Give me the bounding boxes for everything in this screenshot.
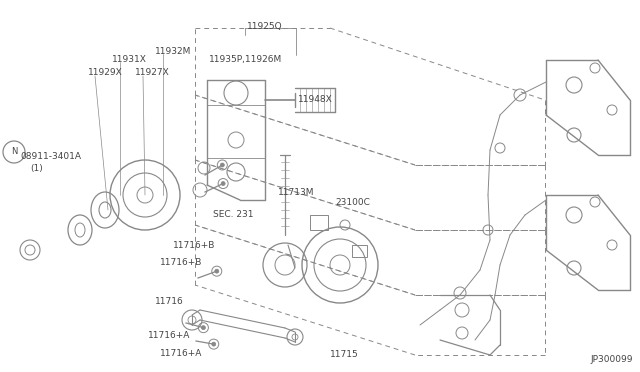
Text: 08911-3401A: 08911-3401A <box>20 152 81 161</box>
Text: 11716+A: 11716+A <box>148 331 190 340</box>
Text: SEC. 231: SEC. 231 <box>213 210 253 219</box>
Text: 11925Q: 11925Q <box>247 22 283 31</box>
Text: 11927X: 11927X <box>135 68 170 77</box>
Text: N: N <box>11 148 17 157</box>
Text: 11716+B: 11716+B <box>173 241 216 250</box>
Text: (1): (1) <box>30 164 43 173</box>
Text: 11716+A: 11716+A <box>160 349 202 358</box>
Text: 23100C: 23100C <box>335 198 370 207</box>
Text: 11713M: 11713M <box>278 188 314 197</box>
Text: 11948X: 11948X <box>298 95 333 104</box>
Text: 11715: 11715 <box>330 350 359 359</box>
Text: 11935P,11926M: 11935P,11926M <box>209 55 282 64</box>
Circle shape <box>221 182 225 186</box>
Text: JP300099: JP300099 <box>590 355 632 364</box>
Text: 11931X: 11931X <box>112 55 147 64</box>
Text: 11932M: 11932M <box>155 47 191 56</box>
Text: 11716+B: 11716+B <box>160 258 202 267</box>
Circle shape <box>220 163 225 167</box>
Circle shape <box>212 342 216 346</box>
Circle shape <box>202 326 205 330</box>
Circle shape <box>215 269 219 273</box>
Text: 11716: 11716 <box>155 297 184 306</box>
Text: 11929X: 11929X <box>88 68 123 77</box>
